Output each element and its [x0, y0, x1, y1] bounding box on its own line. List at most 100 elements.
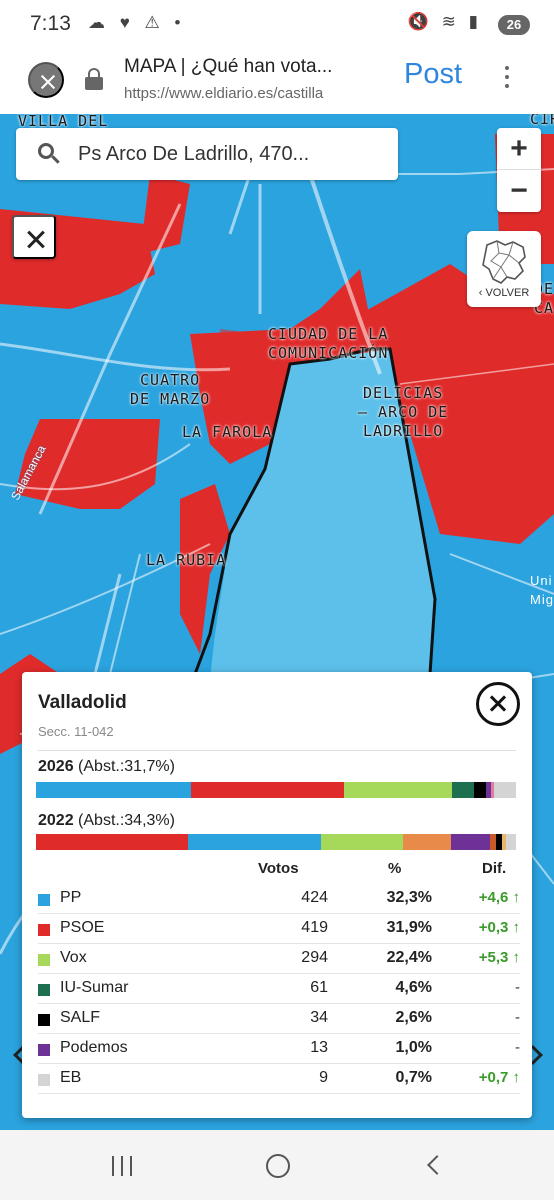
table-row: Vox 294 22,4% +5,3 ↑	[38, 944, 520, 974]
bar-segment-other1	[402, 834, 451, 850]
panel-close-icon[interactable]	[476, 682, 520, 726]
map-label-ciudad: CIUDAD DE LA COMUNICACIÓN	[268, 325, 389, 362]
map-label-uni-mig: Uni Mig	[530, 573, 554, 607]
party-name: IU-Sumar	[60, 979, 129, 996]
header-votos: Votos	[258, 860, 299, 877]
party-votes: 9	[319, 1069, 328, 1086]
bar-segment-psoe	[36, 834, 188, 850]
recent-apps-icon[interactable]	[112, 1156, 134, 1176]
party-votes: 13	[310, 1039, 328, 1056]
results-bar-2022	[36, 834, 516, 850]
party-name: Vox	[60, 949, 87, 966]
more-menu-icon[interactable]	[504, 66, 510, 92]
table-row: PP 424 32,3% +4,6 ↑	[38, 884, 520, 914]
party-swatch	[38, 954, 50, 966]
results-panel: Valladolid Secc. 11-042 2026 (Abst.:31,7…	[22, 672, 532, 1118]
bar-segment-other3	[495, 834, 502, 850]
bar-segment-pp	[187, 834, 321, 850]
party-dif: +0,3 ↑	[478, 919, 520, 936]
zoom-out-button[interactable]: −	[497, 170, 541, 212]
party-swatch	[38, 984, 50, 996]
map-close-icon[interactable]	[12, 215, 56, 259]
table-row: IU-Sumar 61 4,6% -	[38, 974, 520, 1004]
party-name: EB	[60, 1069, 82, 1086]
party-dif: +0,7 ↑	[478, 1069, 520, 1086]
party-pct: 0,7%	[395, 1069, 432, 1086]
bar-segment-podemos	[450, 834, 491, 850]
party-swatch	[38, 1044, 50, 1056]
party-swatch	[38, 1074, 50, 1086]
party-dif: +4,6 ↑	[478, 889, 520, 906]
header-pct: %	[388, 860, 402, 877]
volver-button[interactable]: ‹ VOLVER	[467, 231, 541, 307]
header-dif: Dif.	[482, 860, 507, 877]
zoom-in-button[interactable]: +	[497, 128, 541, 170]
party-swatch	[38, 924, 50, 936]
lock-icon	[85, 68, 103, 90]
status-bar: 7:13 ☁ ♥ ⚠ • 🔇 ≋ ▮ 26	[0, 0, 554, 50]
battery-icon: 26	[498, 15, 530, 35]
bar-segment-other	[491, 782, 494, 798]
party-pct: 31,9%	[386, 919, 432, 936]
party-votes: 419	[301, 919, 328, 936]
map-search[interactable]	[16, 128, 398, 180]
party-dif: +5,3 ↑	[478, 949, 520, 966]
bar-segment-other2	[490, 834, 496, 850]
close-tab-icon[interactable]	[28, 62, 64, 98]
year-2022-label: 2022 (Abst.:34,3%)	[38, 812, 175, 829]
map-label-delicias: DELICIAS – ARCO DE LADRILLO	[358, 384, 449, 440]
bar-segment-pp	[36, 782, 192, 798]
divider	[38, 750, 516, 751]
volver-label: ‹ VOLVER	[478, 287, 530, 299]
table-row: EB 9 0,7% +0,7 ↑	[38, 1064, 520, 1094]
table-row: PSOE 419 31,9% +0,3 ↑	[38, 914, 520, 944]
party-swatch	[38, 1014, 50, 1026]
map-label-cir: CIR	[530, 114, 554, 128]
page-title: MAPA | ¿Qué han vota...	[124, 56, 333, 77]
bar-segment-other4	[501, 834, 507, 850]
bar-segment-salf	[473, 782, 487, 798]
zoom-control: + −	[497, 128, 541, 212]
panel-subtitle: Secc. 11-042	[38, 724, 114, 739]
party-votes: 294	[301, 949, 328, 966]
party-name: Podemos	[60, 1039, 128, 1056]
status-time: 7:13	[30, 12, 71, 35]
back-icon[interactable]	[427, 1155, 447, 1175]
bar-segment-podemos	[486, 782, 491, 798]
party-pct: 2,6%	[395, 1009, 432, 1026]
party-name: SALF	[60, 1009, 101, 1026]
party-dif: -	[515, 979, 520, 996]
region-outline-icon	[482, 240, 526, 284]
bar-segment-eb	[493, 782, 516, 798]
page-url[interactable]: https://www.eldiario.es/castilla	[124, 85, 324, 102]
browser-toolbar: MAPA | ¿Qué han vota... https://www.eldi…	[0, 50, 554, 114]
results-bar-2026	[36, 782, 516, 798]
party-votes: 424	[301, 889, 328, 906]
party-votes: 34	[310, 1009, 328, 1026]
table-row: SALF 34 2,6% -	[38, 1004, 520, 1034]
map-label-villa-del: VILLA DEL	[18, 114, 109, 130]
bar-segment-vox	[320, 834, 403, 850]
party-name: PSOE	[60, 919, 105, 936]
system-icons: 🔇 ≋ ▮	[407, 12, 482, 31]
party-swatch	[38, 894, 50, 906]
bar-segment-psoe	[191, 782, 345, 798]
party-pct: 22,4%	[386, 949, 432, 966]
notification-icons: ☁ ♥ ⚠ •	[88, 13, 186, 32]
map-label-cuatro-de-marzo: CUATRO DE MARZO	[130, 371, 211, 408]
party-pct: 4,6%	[395, 979, 432, 996]
party-dif: -	[515, 1009, 520, 1026]
home-icon[interactable]	[266, 1154, 290, 1178]
map-label-la-rubia: LA RUBIA	[146, 551, 227, 569]
search-input[interactable]	[78, 138, 378, 170]
party-votes: 61	[310, 979, 328, 996]
party-pct: 1,0%	[395, 1039, 432, 1056]
bar-segment-vox	[344, 782, 452, 798]
bar-segment-eb	[506, 834, 516, 850]
party-name: PP	[60, 889, 82, 906]
year-2026-label: 2026 (Abst.:31,7%)	[38, 758, 175, 775]
search-icon	[38, 143, 60, 165]
party-dif: -	[515, 1039, 520, 1056]
post-button[interactable]: Post	[404, 58, 463, 90]
android-nav-bar	[0, 1130, 554, 1200]
